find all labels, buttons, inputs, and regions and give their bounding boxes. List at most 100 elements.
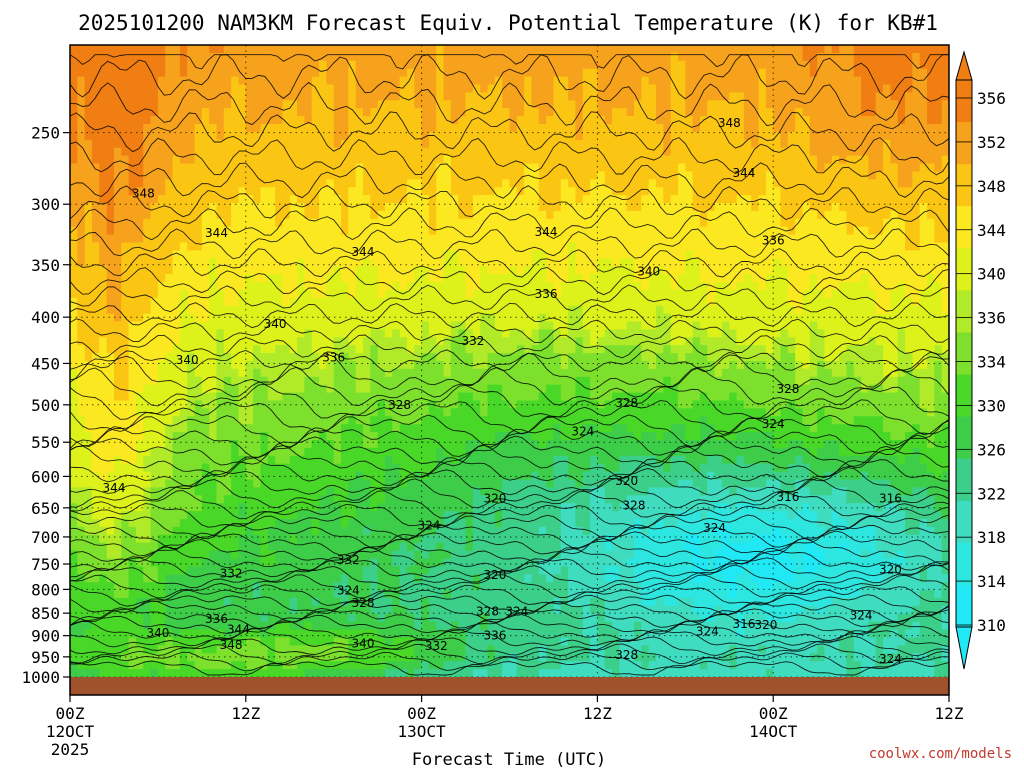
y-tick-label: 250 [31, 124, 60, 143]
colorbar-label: 314 [977, 572, 1006, 591]
colorbar-segment [956, 206, 972, 249]
contour-label: 340 [264, 317, 287, 331]
theta-e-field [70, 45, 949, 677]
colorbar-label: 322 [977, 484, 1006, 503]
contour-label: 340 [146, 626, 169, 640]
contour-line [70, 556, 949, 579]
contour-label: 340 [176, 353, 199, 367]
contour-label: 324 [762, 417, 785, 431]
colorbar-label: 356 [977, 89, 1006, 108]
contour-label: 328 [776, 382, 799, 396]
colorbar-label: 348 [977, 177, 1006, 196]
contour-line [70, 207, 949, 241]
x-tick-date: 14OCT [749, 722, 798, 741]
contour-label: 332 [220, 566, 243, 580]
contour-line [70, 538, 949, 565]
contour-label: 340 [352, 636, 375, 650]
y-tick-label: 800 [31, 580, 60, 599]
contour-line [70, 627, 949, 648]
contour-label: 340 [637, 264, 660, 278]
colorbar-label: 318 [977, 528, 1006, 547]
y-tick-label: 850 [31, 604, 60, 623]
x-axis-label: Forecast Time (UTC) [412, 750, 606, 768]
contour-label: 344 [535, 225, 558, 239]
contour-line [70, 613, 949, 636]
contour-label: 328 [615, 648, 638, 662]
x-tick-label: 12Z [935, 704, 964, 723]
contour-line [70, 574, 949, 599]
contour-line [70, 81, 949, 127]
y-tick-label: 400 [31, 308, 60, 327]
colorbar-segment [956, 416, 972, 460]
contour-line [70, 467, 949, 496]
contour-lines [70, 54, 949, 676]
colorbar-segment [956, 458, 972, 502]
contour-line [70, 162, 949, 199]
contour-line [70, 660, 949, 676]
contour-label: 320 [615, 474, 638, 488]
contour-line [70, 366, 949, 407]
contour-label: 332 [461, 334, 484, 348]
contour-line [70, 349, 949, 373]
contour-line [70, 607, 949, 630]
contour-label: 324 [703, 521, 726, 535]
contour-line [70, 651, 949, 672]
contour-line [70, 600, 949, 623]
x-tick-label: 12Z [583, 704, 612, 723]
contour-label: 336 [483, 629, 506, 643]
contour-line [70, 426, 949, 458]
y-tick-label: 900 [31, 627, 60, 646]
contour-label: 324 [850, 609, 873, 623]
contour-label: 324 [337, 583, 360, 597]
x-tick-label: 12Z [231, 704, 260, 723]
contour-label: 320 [879, 563, 902, 577]
x-tick-label: 00Z [759, 704, 788, 723]
contour-line [70, 414, 949, 448]
contour-label: 344 [103, 481, 126, 495]
ground-surface [70, 677, 949, 695]
colorbar-label: 326 [977, 440, 1006, 459]
y-tick-label: 950 [31, 648, 60, 667]
y-tick-label: 450 [31, 354, 60, 373]
colorbar-bottom-arrow [955, 626, 973, 670]
colorbar-frame [955, 79, 973, 628]
y-tick-label: 650 [31, 499, 60, 518]
colorbar-label: 310 [977, 616, 1006, 635]
contour-label: 328 [623, 498, 646, 512]
colorbar-segment [956, 248, 972, 291]
colorbar-top-arrow [955, 50, 973, 81]
colorbar-label: 330 [977, 396, 1006, 415]
credit-link[interactable]: coolwx.com/models [869, 746, 1012, 762]
contour-label: 316 [732, 617, 755, 631]
contour-label: 332 [425, 639, 448, 653]
contour-label: 320 [483, 492, 506, 506]
contour-label: 348 [718, 116, 741, 130]
contour-line [70, 111, 949, 153]
contour-label: 344 [227, 623, 250, 637]
colorbar-label: 334 [977, 353, 1006, 372]
contour-line [70, 477, 949, 509]
contour-label: 328 [476, 604, 499, 618]
y-axis: 250 300 350 400 450 500 550 600 650 700 750 800 850 9… [21, 124, 70, 687]
contour-label: 324 [696, 625, 719, 639]
colorbar-segment [956, 122, 972, 165]
plot-frame [69, 44, 950, 696]
y-tick-label: 550 [31, 433, 60, 452]
contour-label: 328 [388, 398, 411, 412]
contour-line [70, 456, 949, 487]
contour-label: 316 [776, 490, 799, 504]
x-tick-date: 13OCT [398, 722, 447, 741]
x-tick-label: 00Z [407, 704, 436, 723]
colorbar-label: 336 [977, 309, 1006, 328]
y-tick-label: 350 [31, 256, 60, 275]
contour-line [70, 490, 949, 520]
colorbar-label: 340 [977, 265, 1006, 284]
contour-label: 324 [879, 652, 902, 666]
contour-label: 324 [505, 604, 528, 618]
y-tick-label: 500 [31, 396, 60, 415]
contour-label: 316 [879, 492, 902, 506]
contour-line [70, 54, 949, 70]
contour-label: 344 [205, 226, 228, 240]
